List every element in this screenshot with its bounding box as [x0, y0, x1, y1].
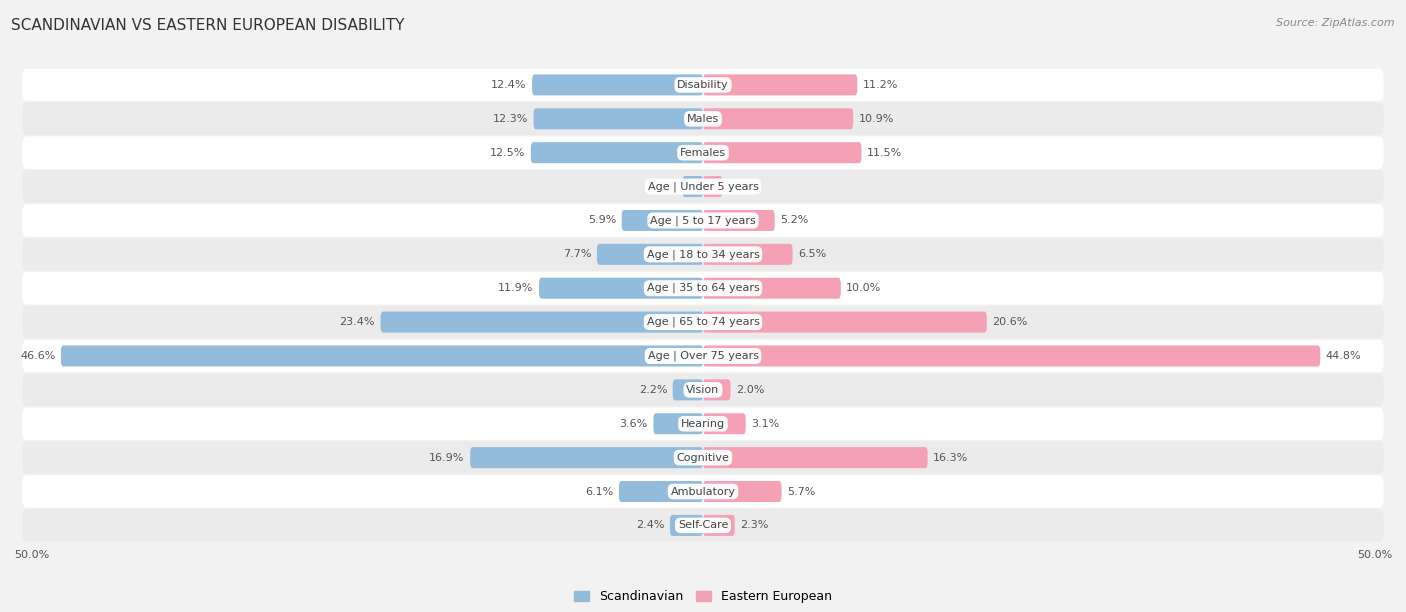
Text: 11.2%: 11.2% [863, 80, 898, 90]
Text: 6.1%: 6.1% [585, 487, 613, 496]
FancyBboxPatch shape [703, 447, 928, 468]
Text: Age | Over 75 years: Age | Over 75 years [648, 351, 758, 361]
Text: 16.3%: 16.3% [934, 453, 969, 463]
Text: 5.2%: 5.2% [780, 215, 808, 225]
FancyBboxPatch shape [22, 408, 1384, 440]
FancyBboxPatch shape [22, 476, 1384, 508]
FancyBboxPatch shape [22, 306, 1384, 338]
Text: Females: Females [681, 147, 725, 158]
FancyBboxPatch shape [22, 272, 1384, 305]
Text: Disability: Disability [678, 80, 728, 90]
FancyBboxPatch shape [22, 238, 1384, 271]
Text: 23.4%: 23.4% [340, 317, 375, 327]
Text: Self-Care: Self-Care [678, 520, 728, 531]
Text: 11.5%: 11.5% [868, 147, 903, 158]
FancyBboxPatch shape [381, 312, 703, 332]
Text: 12.4%: 12.4% [491, 80, 527, 90]
FancyBboxPatch shape [22, 340, 1384, 372]
FancyBboxPatch shape [703, 244, 793, 265]
FancyBboxPatch shape [703, 142, 862, 163]
FancyBboxPatch shape [22, 509, 1384, 542]
FancyBboxPatch shape [703, 108, 853, 129]
FancyBboxPatch shape [703, 379, 731, 400]
Text: Age | Under 5 years: Age | Under 5 years [648, 181, 758, 192]
Text: 12.3%: 12.3% [492, 114, 529, 124]
Text: 3.6%: 3.6% [620, 419, 648, 429]
Text: 2.0%: 2.0% [737, 385, 765, 395]
Text: Age | 35 to 64 years: Age | 35 to 64 years [647, 283, 759, 294]
Text: 1.5%: 1.5% [648, 182, 676, 192]
Text: Age | 5 to 17 years: Age | 5 to 17 years [650, 215, 756, 226]
Text: Males: Males [688, 114, 718, 124]
FancyBboxPatch shape [682, 176, 703, 197]
Text: 2.3%: 2.3% [740, 520, 769, 531]
Text: SCANDINAVIAN VS EASTERN EUROPEAN DISABILITY: SCANDINAVIAN VS EASTERN EUROPEAN DISABIL… [11, 18, 405, 34]
Text: 10.0%: 10.0% [846, 283, 882, 293]
FancyBboxPatch shape [703, 345, 1320, 367]
FancyBboxPatch shape [703, 75, 858, 95]
Text: Cognitive: Cognitive [676, 453, 730, 463]
Text: 44.8%: 44.8% [1326, 351, 1361, 361]
Text: 6.5%: 6.5% [799, 249, 827, 259]
Text: Age | 18 to 34 years: Age | 18 to 34 years [647, 249, 759, 259]
FancyBboxPatch shape [654, 413, 703, 435]
FancyBboxPatch shape [703, 312, 987, 332]
Text: 10.9%: 10.9% [859, 114, 894, 124]
Text: Source: ZipAtlas.com: Source: ZipAtlas.com [1277, 18, 1395, 28]
Text: 5.7%: 5.7% [787, 487, 815, 496]
FancyBboxPatch shape [598, 244, 703, 265]
Text: Ambulatory: Ambulatory [671, 487, 735, 496]
FancyBboxPatch shape [703, 481, 782, 502]
FancyBboxPatch shape [22, 204, 1384, 237]
Text: Age | 65 to 74 years: Age | 65 to 74 years [647, 317, 759, 327]
Text: 2.4%: 2.4% [636, 520, 665, 531]
FancyBboxPatch shape [533, 108, 703, 129]
Text: 1.4%: 1.4% [728, 182, 756, 192]
Text: 11.9%: 11.9% [498, 283, 533, 293]
Text: Hearing: Hearing [681, 419, 725, 429]
FancyBboxPatch shape [470, 447, 703, 468]
FancyBboxPatch shape [531, 142, 703, 163]
Text: 16.9%: 16.9% [429, 453, 464, 463]
FancyBboxPatch shape [703, 413, 745, 435]
FancyBboxPatch shape [703, 176, 723, 197]
FancyBboxPatch shape [669, 515, 703, 536]
FancyBboxPatch shape [538, 278, 703, 299]
FancyBboxPatch shape [703, 278, 841, 299]
Text: 3.1%: 3.1% [751, 419, 779, 429]
Text: 5.9%: 5.9% [588, 215, 616, 225]
FancyBboxPatch shape [22, 136, 1384, 169]
Text: 50.0%: 50.0% [14, 550, 49, 560]
FancyBboxPatch shape [703, 210, 775, 231]
Text: 20.6%: 20.6% [993, 317, 1028, 327]
FancyBboxPatch shape [672, 379, 703, 400]
Text: 46.6%: 46.6% [20, 351, 55, 361]
FancyBboxPatch shape [22, 103, 1384, 135]
Text: 50.0%: 50.0% [1357, 550, 1392, 560]
FancyBboxPatch shape [22, 69, 1384, 101]
FancyBboxPatch shape [22, 373, 1384, 406]
FancyBboxPatch shape [703, 515, 735, 536]
FancyBboxPatch shape [60, 345, 703, 367]
Text: 7.7%: 7.7% [562, 249, 592, 259]
Text: Vision: Vision [686, 385, 720, 395]
FancyBboxPatch shape [621, 210, 703, 231]
Legend: Scandinavian, Eastern European: Scandinavian, Eastern European [569, 585, 837, 608]
FancyBboxPatch shape [531, 75, 703, 95]
FancyBboxPatch shape [22, 170, 1384, 203]
Text: 12.5%: 12.5% [489, 147, 526, 158]
FancyBboxPatch shape [619, 481, 703, 502]
FancyBboxPatch shape [22, 441, 1384, 474]
Text: 2.2%: 2.2% [638, 385, 668, 395]
